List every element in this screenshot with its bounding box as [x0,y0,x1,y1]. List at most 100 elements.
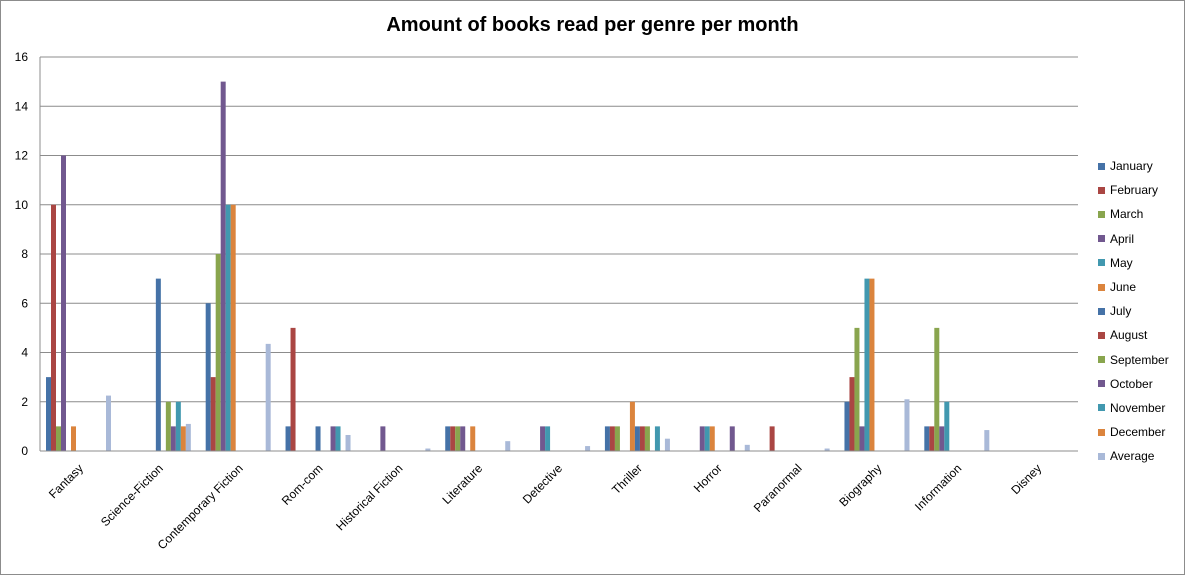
bar [335,426,341,451]
legend-item: February [1098,178,1169,202]
y-tick-label: 16 [15,50,29,64]
bar [61,155,66,451]
bar [585,446,591,451]
bar [644,426,650,451]
x-tick-label: Thriller [609,461,645,497]
bar [939,426,945,451]
bar [709,426,715,451]
bar [315,426,321,451]
bar [455,426,461,451]
bar [470,426,476,451]
bar [460,426,466,451]
bar [869,278,875,451]
bar [330,426,336,451]
bar [929,426,935,451]
legend-swatch [1098,331,1105,339]
bar [924,426,930,451]
bar [155,278,161,451]
legend-swatch [1098,259,1105,267]
bar [934,327,940,451]
bar [849,377,855,451]
x-tick-label: Detective [520,461,566,507]
bar [51,204,56,451]
x-tick-label: Historical Fiction [333,461,405,533]
y-tick-label: 8 [21,247,28,261]
legend: January February March April May June July Augu… [1098,154,1169,468]
legend-swatch [1098,210,1105,218]
bar [285,426,291,451]
legend-item: March [1098,202,1169,226]
legend-item: November [1098,396,1169,420]
x-tick-label: Literature [440,461,486,507]
legend-label: December [1110,425,1166,440]
legend-label: September [1110,352,1169,367]
legend-label: August [1110,328,1148,343]
bar [609,426,615,451]
legend-swatch [1098,307,1105,315]
legend-item: April [1098,227,1169,251]
bar [614,426,620,451]
bar [175,401,181,451]
bar [180,426,186,451]
legend-item: September [1098,348,1169,372]
bar [205,303,211,451]
y-tick-label: 4 [21,346,28,360]
bar [864,278,870,451]
x-tick-label: Rom-com [279,461,326,508]
legend-label: June [1110,280,1137,295]
bar [634,426,640,451]
bar [629,401,635,451]
bar [604,426,610,451]
legend-item: October [1098,372,1169,396]
legend-label: October [1110,376,1153,391]
legend-label: March [1110,207,1144,222]
legend-label: Average [1110,449,1155,464]
y-tick-label: 10 [15,198,29,212]
legend-item: December [1098,420,1169,444]
y-tick-label: 2 [21,395,28,409]
legend-item: July [1098,299,1169,323]
x-tick-label: Horror [691,461,725,495]
y-tick-label: 6 [21,296,28,310]
legend-item: May [1098,251,1169,275]
bar [71,426,76,451]
legend-swatch [1098,452,1105,460]
bar [664,438,670,451]
bar [380,426,386,451]
x-tick-label: Information [912,461,964,513]
bar [210,377,216,451]
legend-label: January [1110,159,1153,174]
x-tick-label: Science-Fiction [98,461,166,529]
x-tick-label: Disney [1008,461,1044,497]
bar [654,426,660,451]
x-tick-label: Fantasy [46,461,86,501]
bar [290,327,296,451]
bar [220,81,226,451]
bar [744,444,750,451]
bar [225,204,231,451]
bar [425,448,431,451]
bar [505,441,511,451]
legend-label: April [1110,231,1135,246]
y-tick-label: 0 [21,444,28,458]
y-tick-label: 14 [15,99,29,113]
bar [545,426,551,451]
bar [859,426,865,451]
legend-swatch [1098,356,1105,364]
legend-item: June [1098,275,1169,299]
bar [46,377,51,451]
bar [170,426,176,451]
legend-swatch [1098,404,1105,412]
y-tick-label: 12 [15,149,29,163]
legend-label: July [1110,304,1132,319]
bar [230,204,236,451]
legend-swatch [1098,186,1105,194]
bar [704,426,710,451]
legend-swatch [1098,380,1105,388]
bar [345,434,351,451]
legend-swatch [1098,428,1105,436]
bar [944,401,950,451]
legend-label: February [1110,183,1159,198]
